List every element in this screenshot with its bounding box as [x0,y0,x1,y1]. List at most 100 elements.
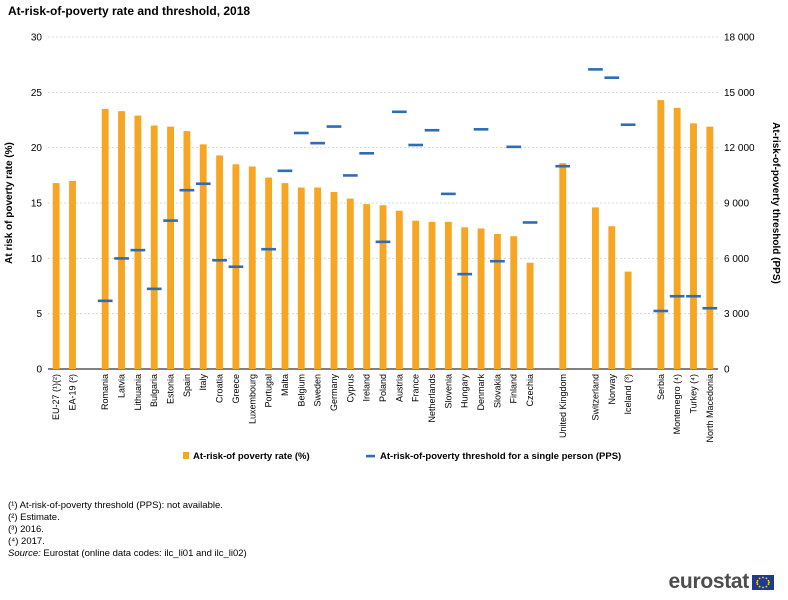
bar [167,126,174,369]
bar [314,187,322,369]
x-tick-label: France [411,374,421,402]
eurostat-logo[interactable]: eurostat [669,570,774,594]
x-tick-label: Cyprus [345,374,355,403]
footnote-1: (¹) At-risk-of-poverty threshold (PPS): … [8,500,223,511]
x-tick-label: Spain [182,374,192,397]
x-tick-label: United Kingdom [558,374,568,438]
y-tick-label: 25 [31,88,43,99]
x-tick-label: Poland [378,374,388,402]
threshold-marker [391,110,407,114]
x-tick-label: Slovenia [443,374,453,409]
threshold-marker [424,128,440,132]
bar [150,125,158,370]
x-tick-label: Lithuania [133,374,143,411]
y-axis-title: At risk of poverty rate (%) [4,142,15,264]
y-tick-label: 5 [36,309,42,320]
chart-area: 0 0 5 3 000 10 6 000 15 9 000 20 12 000 25 15 000 30… [4,33,781,463]
threshold-marker [261,247,276,251]
threshold-marker [130,248,146,252]
x-tick-label: Greece [231,374,241,404]
bar [608,226,616,369]
threshold-marker [342,174,358,177]
bar [363,204,371,369]
bar [412,220,420,369]
threshold-marker [179,188,195,192]
threshold-marker [310,141,325,145]
y2-tick-label: 3 000 [724,309,749,320]
x-tick-label: Ireland [362,374,372,402]
x-tick-label: Croatia [215,374,225,403]
bar [428,221,436,369]
x-tick-label: Austria [394,374,404,402]
y2-tick-label: 12 000 [724,143,755,154]
bar [183,131,191,369]
legend-marker-swatch [366,454,375,458]
x-tick-label: Switzerland [590,374,600,421]
y-tick-label: 30 [31,33,43,44]
source-text: Eurostat (online data codes: ilc_li01 an… [43,548,247,559]
y2-tick-label: 18 000 [724,33,755,44]
threshold-marker [212,258,227,262]
bar [592,207,599,369]
bar [706,126,714,369]
bar [526,262,534,369]
x-tick-label: North Macedonia [705,374,715,443]
bar [52,183,60,369]
bar [330,191,338,369]
x-tick-label: Norway [607,374,617,405]
x-tick-label: EU-27 (¹)(²) [51,374,61,420]
x-tick-label: Germany [329,374,339,412]
y-tick-label: 15 [31,199,43,210]
bar [461,227,469,369]
logo-text: eurostat [668,570,750,593]
legend-bar-swatch [183,452,189,459]
bar [216,155,224,369]
footnote-3: (³) 2016. [8,524,44,535]
threshold-marker [555,164,571,168]
threshold-marker [163,219,178,222]
threshold-marker [114,257,129,260]
x-tick-label: Italy [198,374,208,391]
x-tick-label: Belgium [296,374,306,407]
threshold-marker [359,152,375,155]
x-tick-label: Portugal [264,374,274,408]
bar [69,180,76,369]
threshold-marker [473,128,489,131]
x-tick-label: Romania [100,374,110,410]
bar [493,233,501,369]
bar [281,183,289,369]
y2-tick-label: 6 000 [724,254,749,265]
bar [444,221,452,369]
x-tick-label: Netherlands [427,374,437,423]
source-label: Source: [8,548,41,559]
x-tick-label: Turkey (⁴) [688,374,698,414]
x-tick-label: Iceland (³) [623,374,633,415]
x-tick-label: Bulgaria [149,374,159,407]
threshold-marker [686,294,701,298]
x-tick-label: Luxembourg [247,374,257,424]
y2-tick-label: 15 000 [724,88,755,99]
threshold-marker [408,143,424,147]
y2-tick-label: 0 [724,365,730,376]
threshold-marker [195,182,211,186]
source-line: Source: Eurostat (online data codes: ilc… [8,548,247,560]
x-tick-label: Montenegro (⁴) [672,374,682,434]
bar [346,198,354,369]
bar [134,115,142,369]
bar [477,228,485,369]
threshold-marker [653,309,669,313]
bar [395,210,403,369]
x-tick-label: Malta [280,374,290,396]
bar [510,236,518,369]
x-tick-label: Hungary [460,374,470,409]
threshold-marker [620,123,636,127]
threshold-marker [522,221,538,224]
bar [297,187,305,369]
bar [624,271,632,369]
threshold-marker [457,272,473,276]
bar [118,111,125,369]
threshold-marker [604,76,620,79]
x-tick-label: Estonia [166,374,176,404]
legend-label: At-risk-of-poverty threshold for a singl… [380,451,621,462]
bar [248,166,256,369]
